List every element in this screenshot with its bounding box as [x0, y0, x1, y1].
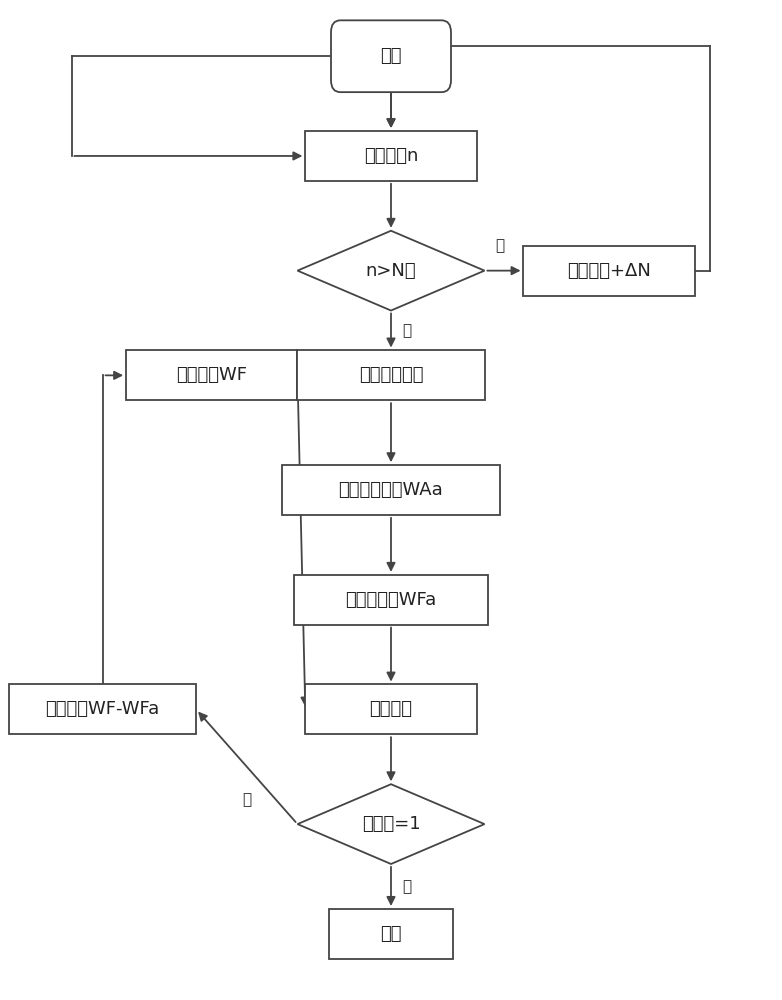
Bar: [305, 131, 477, 181]
Text: 否: 否: [496, 238, 504, 253]
Text: 点火: 点火: [380, 925, 402, 943]
Bar: [282, 465, 500, 515]
Text: 是: 是: [402, 879, 411, 894]
Text: 增加转速+ΔN: 增加转速+ΔN: [567, 262, 651, 280]
Bar: [126, 350, 297, 400]
Text: 气体流量测量: 气体流量测量: [359, 366, 423, 384]
Text: 燃料计量WF: 燃料计量WF: [176, 366, 247, 384]
Text: 否: 否: [242, 792, 251, 807]
Text: 标况气体流量WAa: 标况气体流量WAa: [339, 481, 443, 499]
Bar: [9, 684, 196, 734]
Bar: [328, 909, 454, 959]
FancyBboxPatch shape: [331, 20, 451, 92]
Text: 是: 是: [402, 323, 411, 338]
Bar: [293, 575, 489, 625]
Text: 开始: 开始: [380, 47, 402, 65]
Polygon shape: [297, 784, 485, 864]
Text: n>N火: n>N火: [366, 262, 416, 280]
Bar: [297, 350, 485, 400]
Text: 测量转速n: 测量转速n: [364, 147, 418, 165]
Text: 当量比=1: 当量比=1: [362, 815, 420, 833]
Text: 燃气混合: 燃气混合: [370, 700, 412, 718]
Text: 计算燃料量WFa: 计算燃料量WFa: [346, 591, 436, 609]
Polygon shape: [297, 231, 485, 311]
Bar: [523, 246, 695, 296]
Bar: [305, 684, 477, 734]
Text: 增加燃料WF-WFa: 增加燃料WF-WFa: [45, 700, 160, 718]
